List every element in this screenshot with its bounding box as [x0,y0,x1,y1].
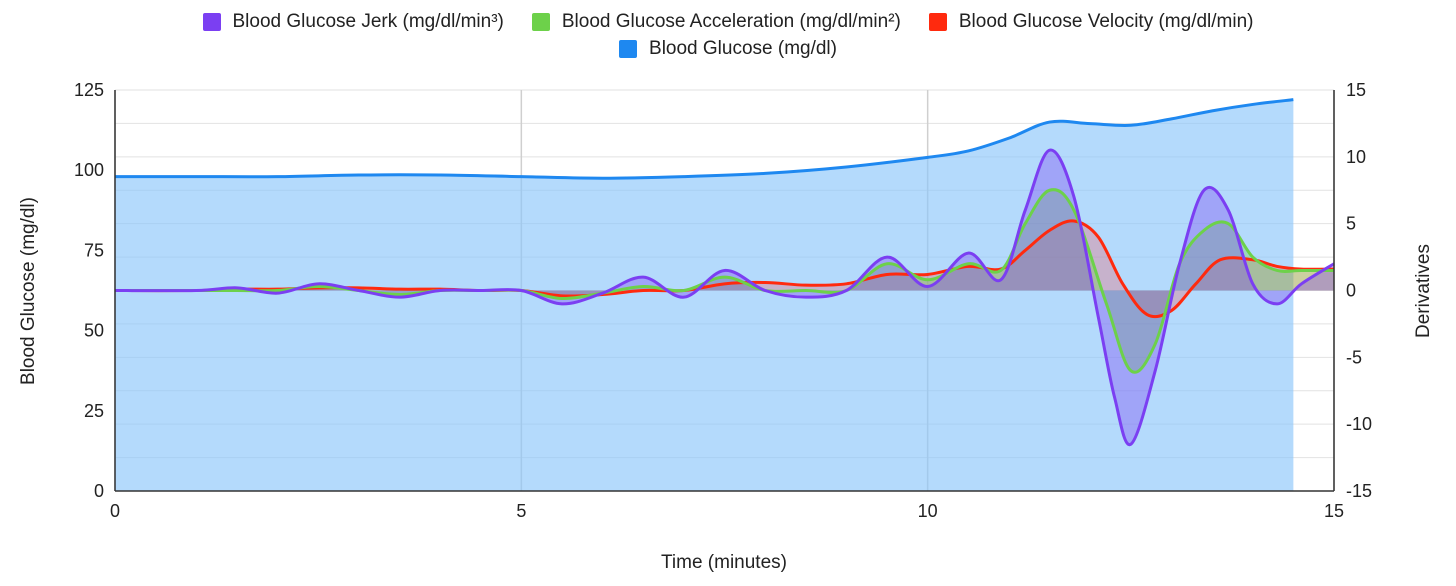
series-lines [114,98,1335,446]
x-tick-label: 15 [1324,501,1344,521]
legend-label-velocity: Blood Glucose Velocity (mg/dl/min) [958,11,1254,32]
y-right-tick-label: 0 [1346,281,1356,301]
area-glucose [115,99,1294,492]
x-tick-label: 10 [918,501,938,521]
y-right-tick-label: -5 [1346,347,1362,367]
y-right-tick-label: -10 [1346,414,1372,434]
legend-swatch-acceleration [531,12,550,31]
y-right-tick-label: -15 [1346,481,1372,501]
y-left-tick-label: 75 [84,240,104,260]
area-jerk [115,149,1334,445]
x-axis-title: Time (minutes) [661,552,787,573]
y-right-axis-title: Derivatives [1413,244,1434,338]
legend-swatch-jerk [202,12,221,31]
legend-label-glucose: Blood Glucose (mg/dl) [649,38,837,59]
legend-swatch-velocity [928,12,947,31]
y-right-tick-label: 15 [1346,80,1366,100]
legend: Blood Glucose Jerk (mg/dl/min³) Blood Gl… [0,8,1456,62]
axes [114,90,1335,492]
y-right-tick-label: 5 [1346,214,1356,234]
line-jerk[interactable] [114,148,1335,446]
legend-swatch-glucose [619,39,638,58]
area-acceleration [115,189,1334,373]
y-left-tick-label: 100 [74,160,104,180]
line-glucose[interactable] [114,98,1294,180]
legend-item-glucose[interactable]: Blood Glucose (mg/dl) [619,35,837,62]
tick-labels: 0 5 10 15 0 25 50 75 100 125 -15 -10 -5 0 5 10 15 [74,80,1372,521]
y-right-tick-label: 10 [1346,147,1366,167]
x-tick-label: 5 [516,501,526,521]
y-left-axis-title: Blood Glucose (mg/dl) [18,197,39,385]
x-tick-label: 0 [110,501,120,521]
y-left-tick-label: 25 [84,401,104,421]
legend-item-acceleration[interactable]: Blood Glucose Acceleration (mg/dl/min²) [531,8,901,35]
y-left-tick-label: 50 [84,321,104,341]
legend-label-jerk: Blood Glucose Jerk (mg/dl/min³) [232,11,504,32]
y-left-tick-label: 125 [74,80,104,100]
y-left-tick-label: 0 [94,481,104,501]
legend-label-acceleration: Blood Glucose Acceleration (mg/dl/min²) [561,11,901,32]
legend-item-velocity[interactable]: Blood Glucose Velocity (mg/dl/min) [928,8,1254,35]
line-velocity[interactable] [114,219,1335,319]
legend-item-jerk[interactable]: Blood Glucose Jerk (mg/dl/min³) [202,8,504,35]
